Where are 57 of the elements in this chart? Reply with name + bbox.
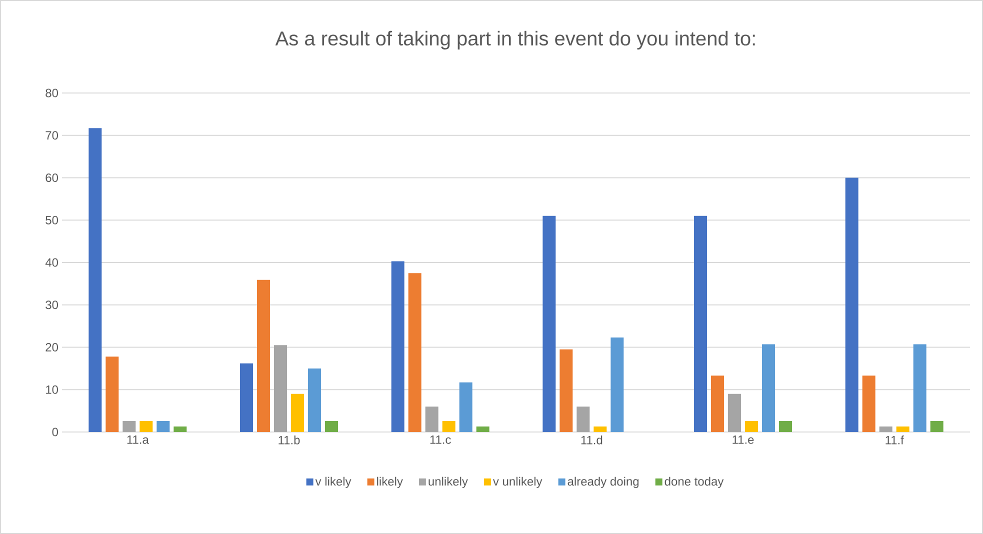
y-tick-label: 70 xyxy=(46,131,58,140)
bar xyxy=(542,216,556,432)
x-tick-label: 11.e xyxy=(732,436,754,444)
bar xyxy=(442,420,456,432)
y-tick-label: 10 xyxy=(46,385,58,394)
x-tick-label: 11.d xyxy=(581,436,602,444)
y-tick-label: 80 xyxy=(46,88,58,98)
legend-label: unlikely xyxy=(428,476,468,488)
bar xyxy=(862,376,876,432)
bar xyxy=(711,376,724,432)
bar xyxy=(728,394,742,432)
bar xyxy=(106,356,119,432)
x-tick-label: 11.f xyxy=(886,436,904,444)
bar xyxy=(779,420,792,432)
bar xyxy=(459,382,472,432)
bar xyxy=(745,420,758,432)
bar xyxy=(694,216,708,432)
y-tick-label: 20 xyxy=(46,343,58,352)
bar xyxy=(913,344,926,432)
bar xyxy=(274,345,288,432)
bar xyxy=(140,420,153,432)
bar xyxy=(576,406,590,432)
bar xyxy=(879,426,892,432)
y-tick-label: 50 xyxy=(46,216,58,224)
bar xyxy=(122,420,136,432)
y-tick-label: 40 xyxy=(45,258,58,267)
bar xyxy=(408,273,422,432)
x-tick-label: 11.b xyxy=(278,436,300,444)
bar xyxy=(610,338,624,432)
bar xyxy=(88,128,102,432)
bar xyxy=(391,261,404,432)
bar xyxy=(594,426,607,432)
bar xyxy=(425,406,438,432)
bar xyxy=(930,420,944,432)
legend-label: v unlikely xyxy=(492,476,542,488)
legend-label: done today xyxy=(664,476,724,488)
x-tick-label: 11.a xyxy=(127,436,149,444)
y-tick-label: 60 xyxy=(46,174,58,182)
bar xyxy=(476,426,490,432)
legend-label: v likely xyxy=(315,476,352,488)
legend-label: likely xyxy=(377,476,403,488)
bar xyxy=(325,420,338,432)
bar xyxy=(156,420,170,432)
chart-title: As a result of taking part in this event do you intend to: xyxy=(275,30,755,50)
bar xyxy=(174,426,187,432)
x-tick-label: 11.c xyxy=(430,436,451,444)
legend-label: already doing xyxy=(568,476,639,488)
bar xyxy=(308,368,322,432)
bar xyxy=(560,349,573,432)
y-tick-label: 30 xyxy=(46,300,58,310)
bar xyxy=(762,344,776,432)
bar xyxy=(845,178,858,432)
bar xyxy=(291,394,304,432)
bar xyxy=(896,426,910,432)
bar xyxy=(257,280,270,432)
y-tick-label: 0 xyxy=(52,428,58,436)
bar xyxy=(240,363,253,432)
